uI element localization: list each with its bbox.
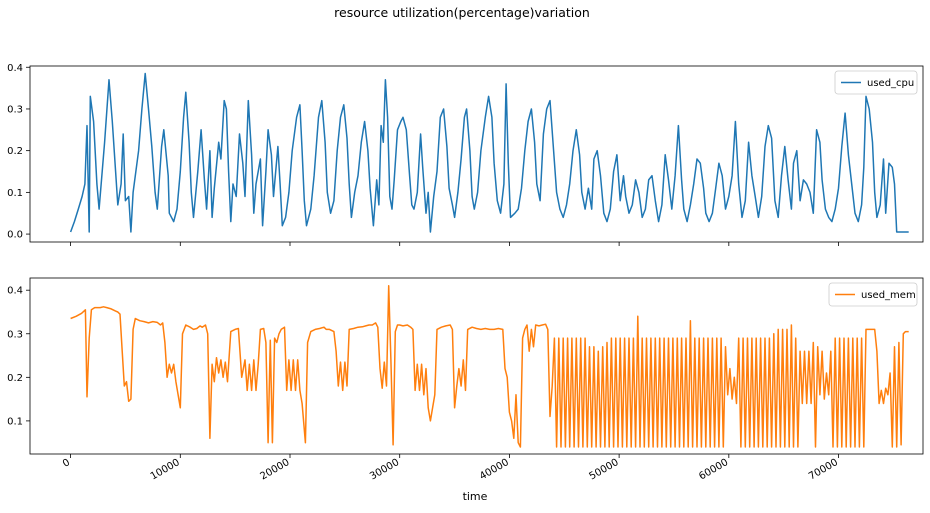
series-line-used_mem [70,285,909,448]
x-tick-label: 0 [61,457,72,470]
y-tick-label: 0.2 [7,373,23,384]
x-tick-label: 50000 [588,457,621,482]
x-axis-label: time [463,490,488,503]
x-tick-label: 20000 [258,457,291,482]
legend-box [834,70,918,95]
y-tick-label: 0.3 [7,104,23,115]
legend-box [828,282,918,307]
y-tick-label: 0.1 [7,416,23,427]
series-line-used_cpu [69,72,909,233]
y-tick-label: 0.4 [7,286,23,297]
y-tick-label: 0.4 [7,63,23,74]
x-tick-label: 70000 [807,457,840,482]
mem-subplot: 0.1 0.2 0.3 0.4 0 10000 20000 30000 40000 50000 60… [7,277,924,483]
axes-frame [29,65,924,243]
x-tick-label: 30000 [368,457,401,482]
y-tick-label: 0.3 [7,329,23,340]
y-tick-label: 0.1 [7,188,23,199]
x-tick-label: 40000 [478,457,511,482]
x-tick-label: 10000 [149,457,182,482]
x-tick-label: 60000 [697,457,730,482]
legend-label: used_mem [861,290,916,301]
axes-frame [29,277,924,455]
y-tick-label: 0.0 [7,230,23,241]
cpu-subplot: 0.0 0.1 0.2 0.3 0.4 used_cpu [7,63,924,246]
legend-label: used_cpu [867,78,914,89]
y-tick-label: 0.2 [7,146,23,157]
figure-title: resource utilization(percentage)variatio… [334,5,590,20]
